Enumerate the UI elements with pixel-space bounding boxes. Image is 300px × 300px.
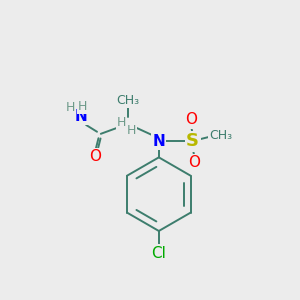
Text: Cl: Cl [152, 246, 166, 261]
Text: O: O [188, 155, 200, 170]
Text: N: N [152, 134, 165, 149]
Text: O: O [89, 149, 101, 164]
Text: CH₃: CH₃ [116, 94, 140, 107]
Text: N: N [74, 109, 87, 124]
Text: H: H [117, 116, 126, 128]
Text: H: H [78, 100, 87, 113]
Text: CH₃: CH₃ [209, 129, 232, 142]
Text: H: H [66, 101, 75, 114]
Text: O: O [185, 112, 197, 128]
Text: H: H [127, 124, 136, 137]
Text: S: S [186, 132, 199, 150]
